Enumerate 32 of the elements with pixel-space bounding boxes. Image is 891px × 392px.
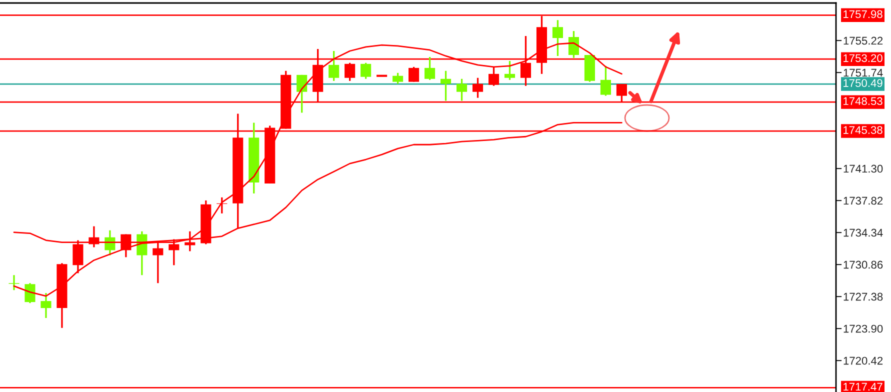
y-tick-label: 1737.82 (844, 196, 883, 205)
ref-line-label: 1753.20 (844, 54, 882, 62)
candlestick (472, 77, 484, 99)
y-tick-label: 1751.74 (844, 68, 883, 77)
candlestick (456, 78, 468, 102)
ref-line-label: 1745.38 (844, 126, 882, 134)
y-tick-label: 1723.90 (844, 324, 883, 333)
y-tick-label: 1730.86 (844, 260, 883, 269)
candlestick (600, 65, 611, 97)
candlestick (440, 70, 452, 102)
candlestick (424, 56, 436, 81)
candlestick (24, 282, 36, 304)
ref-line-label: 1750.49 (844, 79, 882, 87)
candlestick (40, 292, 52, 319)
candlestick (8, 274, 20, 291)
candlestick (504, 60, 516, 81)
candlestick (408, 66, 420, 83)
y-tick-label: 1755.22 (844, 36, 883, 45)
candlestick (552, 19, 564, 57)
candlestick (328, 50, 340, 82)
candlestick (392, 72, 404, 85)
candlestick (344, 62, 356, 82)
y-tick-label: 1741.30 (844, 164, 883, 173)
candlestick (568, 30, 580, 59)
y-tick-label: 1720.42 (844, 356, 883, 365)
y-tick-label: 1727.38 (844, 292, 883, 301)
y-tick-label: 1734.34 (844, 228, 883, 237)
ref-line-label: 1748.53 (844, 97, 882, 106)
ref-line-label: 1717.47 (844, 382, 882, 391)
candlestick (360, 62, 372, 80)
candlestick (488, 66, 500, 87)
ref-line-label: 1757.98 (844, 10, 882, 18)
